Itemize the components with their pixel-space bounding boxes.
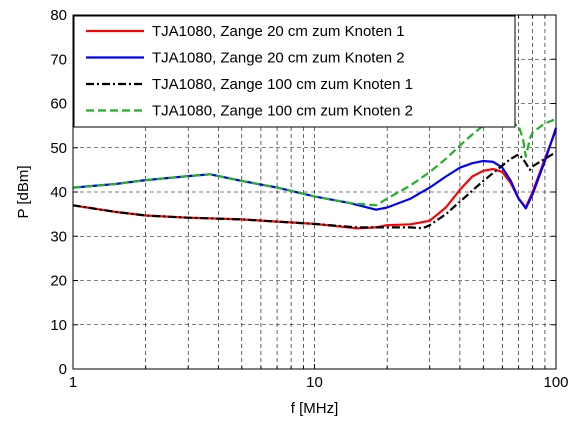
y-tick-label: 70 [50,51,67,68]
legend-label-3: TJA1080, Zange 100 cm zum Knoten 1 [152,76,413,93]
x-axis-label: f [MHz] [291,400,339,417]
y-tick-label: 50 [50,140,67,157]
y-tick-label: 0 [59,361,67,378]
y-tick-label: 80 [50,7,67,24]
y-tick-label: 40 [50,184,67,201]
x-tick-label: 1 [69,374,77,391]
y-tick-label: 20 [50,273,67,290]
legend-label-2: TJA1080, Zange 20 cm zum Knoten 2 [152,50,405,67]
y-tick-label: 10 [50,317,67,334]
legend-label-4: TJA1080, Zange 100 cm zum Knoten 2 [152,103,413,120]
x-tick-label: 100 [543,374,568,391]
y-axis-label: P [dBm] [15,165,32,218]
y-tick-label: 60 [50,96,67,113]
series-line-3 [72,151,557,230]
ticks: 0 10 20 30 40 50 60 70 80 1 10 100 [50,7,568,391]
x-tick-label: 10 [306,374,323,391]
legend-box [73,15,516,128]
legend: TJA1080, Zange 20 cm zum Knoten 1 TJA1080… [73,15,516,128]
series-layer [72,117,558,230]
series-line-4 [72,117,557,207]
legend-label-1: TJA1080, Zange 20 cm zum Knoten 1 [152,23,405,40]
y-tick-label: 30 [50,228,67,245]
